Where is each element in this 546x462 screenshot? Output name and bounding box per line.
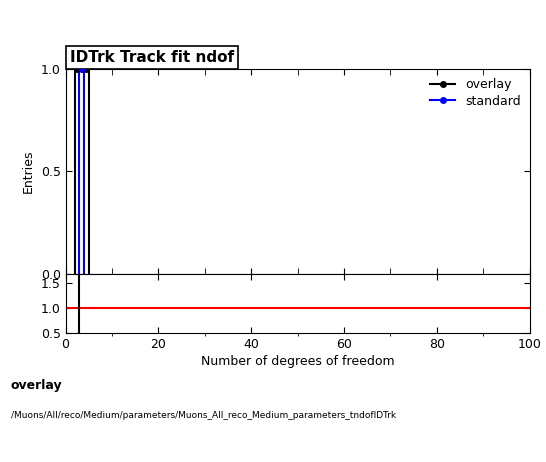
Legend: overlay, standard: overlay, standard	[428, 76, 524, 110]
Text: IDTrk Track fit ndof: IDTrk Track fit ndof	[70, 50, 234, 65]
Text: /Muons/All/reco/Medium/parameters/Muons_All_reco_Medium_parameters_tndofIDTrk: /Muons/All/reco/Medium/parameters/Muons_…	[11, 411, 396, 420]
X-axis label: Number of degrees of freedom: Number of degrees of freedom	[201, 355, 394, 368]
Text: overlay: overlay	[11, 379, 63, 392]
Y-axis label: Entries: Entries	[22, 150, 35, 193]
